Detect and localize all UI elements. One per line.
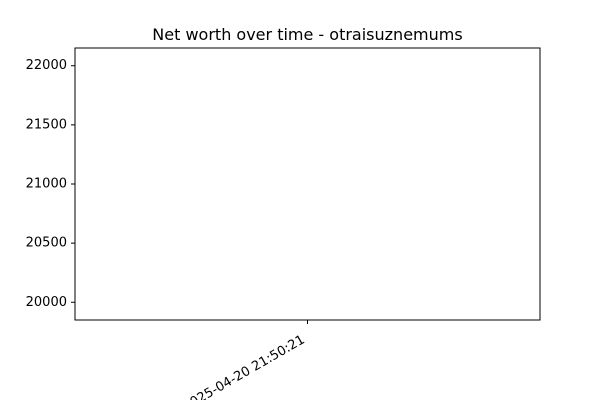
y-tick-label: 21000	[26, 177, 67, 192]
x-axis: 2025-04-20 21:50:21	[180, 320, 308, 405]
y-tick-label: 22000	[26, 58, 67, 73]
y-tick-label: 20000	[26, 295, 67, 310]
y-tick-label: 21500	[26, 117, 67, 132]
plot-area-frame	[74, 47, 541, 321]
chart-title: Net worth over time - otraisuznemums	[152, 25, 462, 44]
y-tick-label: 20500	[26, 236, 67, 251]
y-axis: 20000 20500 21000 21500 22000	[26, 58, 75, 310]
x-tick-label: 2025-04-20 21:50:21	[180, 332, 307, 400]
